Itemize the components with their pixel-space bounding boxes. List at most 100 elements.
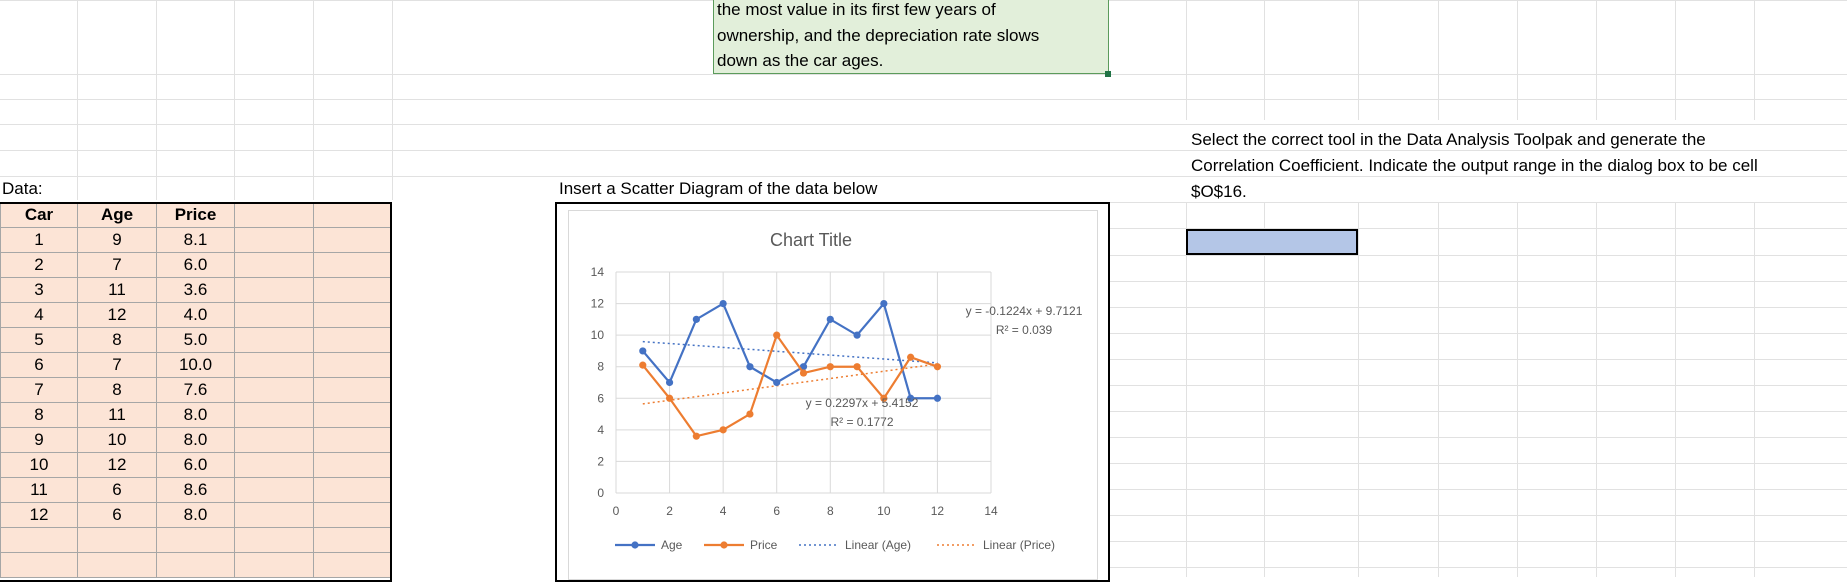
- table-cell-empty[interactable]: [313, 502, 392, 528]
- data-point-age: [933, 394, 942, 402]
- table-cell-empty[interactable]: [313, 327, 392, 353]
- cell-car[interactable]: 5: [0, 327, 78, 353]
- cell-age[interactable]: 11: [77, 277, 157, 303]
- cell-price[interactable]: 6.0: [156, 452, 235, 478]
- table-cell-empty[interactable]: [234, 227, 314, 253]
- table-row: 2 7 6.0: [0, 252, 392, 278]
- cell-price[interactable]: 6.0: [156, 252, 235, 278]
- cell-age[interactable]: 11: [77, 402, 157, 428]
- cell-price[interactable]: 8.6: [156, 477, 235, 503]
- table-cell-empty[interactable]: [234, 427, 314, 453]
- cell-car[interactable]: 7: [0, 377, 78, 403]
- note-textbox[interactable]: the most value in its first few years of…: [713, 0, 1109, 74]
- cell-age[interactable]: 10: [77, 427, 157, 453]
- instructions-line-3: $O$16.: [1191, 182, 1247, 201]
- cell-age[interactable]: 6: [77, 502, 157, 528]
- table-cell-empty[interactable]: [234, 527, 314, 553]
- textbox-resize-handle[interactable]: [1105, 71, 1111, 77]
- table-cell-empty[interactable]: [234, 302, 314, 328]
- cell-car[interactable]: 3: [0, 277, 78, 303]
- table-cell-empty[interactable]: [313, 527, 392, 553]
- cell-car[interactable]: 12: [0, 502, 78, 528]
- data-point-price: [799, 369, 808, 377]
- table-cell-empty[interactable]: [313, 427, 392, 453]
- table-cell-empty[interactable]: [77, 552, 157, 578]
- table-cell-empty[interactable]: [0, 552, 78, 578]
- answer-cell-o16[interactable]: [1186, 229, 1358, 255]
- table-cell-empty[interactable]: [156, 527, 235, 553]
- chart-svg: Chart Title 0 2 4 6 8 10 12 14 0 2 4 6 8 10 12 14 y = -0.…: [591, 230, 1083, 552]
- note-line-3: down as the car ages.: [717, 51, 884, 70]
- y-tick-label: 4: [597, 423, 604, 437]
- data-point-age: [746, 363, 754, 371]
- cell-age[interactable]: 8: [77, 327, 157, 353]
- legend-marker-age: [631, 541, 639, 549]
- series-line-price: [641, 332, 938, 438]
- header-age[interactable]: Age: [77, 202, 157, 228]
- cell-car[interactable]: 2: [0, 252, 78, 278]
- table-row: 4 12 4.0: [0, 302, 392, 328]
- table-cell-empty[interactable]: [77, 527, 157, 553]
- table-cell-empty[interactable]: [313, 477, 392, 503]
- data-point-price: [826, 363, 834, 371]
- table-cell-empty[interactable]: [234, 327, 314, 353]
- y-tick-label: 12: [591, 297, 605, 311]
- table-cell-empty[interactable]: [234, 552, 314, 578]
- data-point-age: [880, 299, 888, 308]
- table-cell-empty[interactable]: [234, 502, 314, 528]
- table-cell-empty[interactable]: [234, 252, 314, 278]
- cell-price[interactable]: 8.0: [156, 427, 235, 453]
- instructions-text: Select the correct tool in the Data Anal…: [1191, 127, 1847, 205]
- cell-age[interactable]: 8: [77, 377, 157, 403]
- data-point-price: [907, 353, 915, 361]
- header-car[interactable]: Car: [0, 202, 78, 228]
- table-cell-empty[interactable]: [234, 452, 314, 478]
- data-point-age: [639, 347, 647, 355]
- cell-car[interactable]: 6: [0, 352, 78, 378]
- cell-car[interactable]: 4: [0, 302, 78, 328]
- cell-car[interactable]: 8: [0, 402, 78, 428]
- data-point-age: [692, 315, 700, 323]
- cell-age[interactable]: 12: [77, 452, 157, 478]
- cell-age[interactable]: 12: [77, 302, 157, 328]
- data-point-price: [746, 410, 754, 418]
- cell-car[interactable]: 1: [0, 227, 78, 253]
- table-cell-empty[interactable]: [313, 252, 392, 278]
- cell-age[interactable]: 7: [77, 252, 157, 278]
- table-cell-empty[interactable]: [313, 402, 392, 428]
- cell-age[interactable]: 7: [77, 352, 157, 378]
- cell-price[interactable]: 4.0: [156, 302, 235, 328]
- table-cell-empty[interactable]: [234, 377, 314, 403]
- table-cell-empty[interactable]: [313, 302, 392, 328]
- cell-price[interactable]: 10.0: [156, 352, 235, 378]
- cell-price[interactable]: 3.6: [156, 277, 235, 303]
- table-row: 9 10 8.0: [0, 427, 392, 453]
- table-cell-empty[interactable]: [313, 352, 392, 378]
- table-cell-empty[interactable]: [313, 277, 392, 303]
- table-cell-empty[interactable]: [313, 377, 392, 403]
- table-cell-empty[interactable]: [234, 477, 314, 503]
- table-cell-empty[interactable]: [313, 452, 392, 478]
- table-cell-empty[interactable]: [313, 552, 392, 578]
- cell-car[interactable]: 11: [0, 477, 78, 503]
- scatter-chart[interactable]: Chart Title 0 2 4 6 8 10 12 14 0 2 4 6 8 10 12 14 y = -0.…: [568, 210, 1098, 580]
- cell-price[interactable]: 8.1: [156, 227, 235, 253]
- table-cell-empty[interactable]: [234, 277, 314, 303]
- cell-age[interactable]: 9: [77, 227, 157, 253]
- table-cell-empty[interactable]: [234, 402, 314, 428]
- table-cell-empty[interactable]: [313, 227, 392, 253]
- chart-title[interactable]: Chart Title: [770, 230, 852, 250]
- cell-car[interactable]: 9: [0, 427, 78, 453]
- cell-price[interactable]: 7.6: [156, 377, 235, 403]
- table-cell-empty[interactable]: [234, 352, 314, 378]
- cell-price[interactable]: 5.0: [156, 327, 235, 353]
- table-cell-empty[interactable]: [0, 527, 78, 553]
- table-cell-empty[interactable]: [313, 202, 392, 228]
- header-price[interactable]: Price: [156, 202, 235, 228]
- cell-age[interactable]: 6: [77, 477, 157, 503]
- cell-price[interactable]: 8.0: [156, 502, 235, 528]
- table-cell-empty[interactable]: [234, 202, 314, 228]
- table-cell-empty[interactable]: [156, 552, 235, 578]
- cell-car[interactable]: 10: [0, 452, 78, 478]
- cell-price[interactable]: 8.0: [156, 402, 235, 428]
